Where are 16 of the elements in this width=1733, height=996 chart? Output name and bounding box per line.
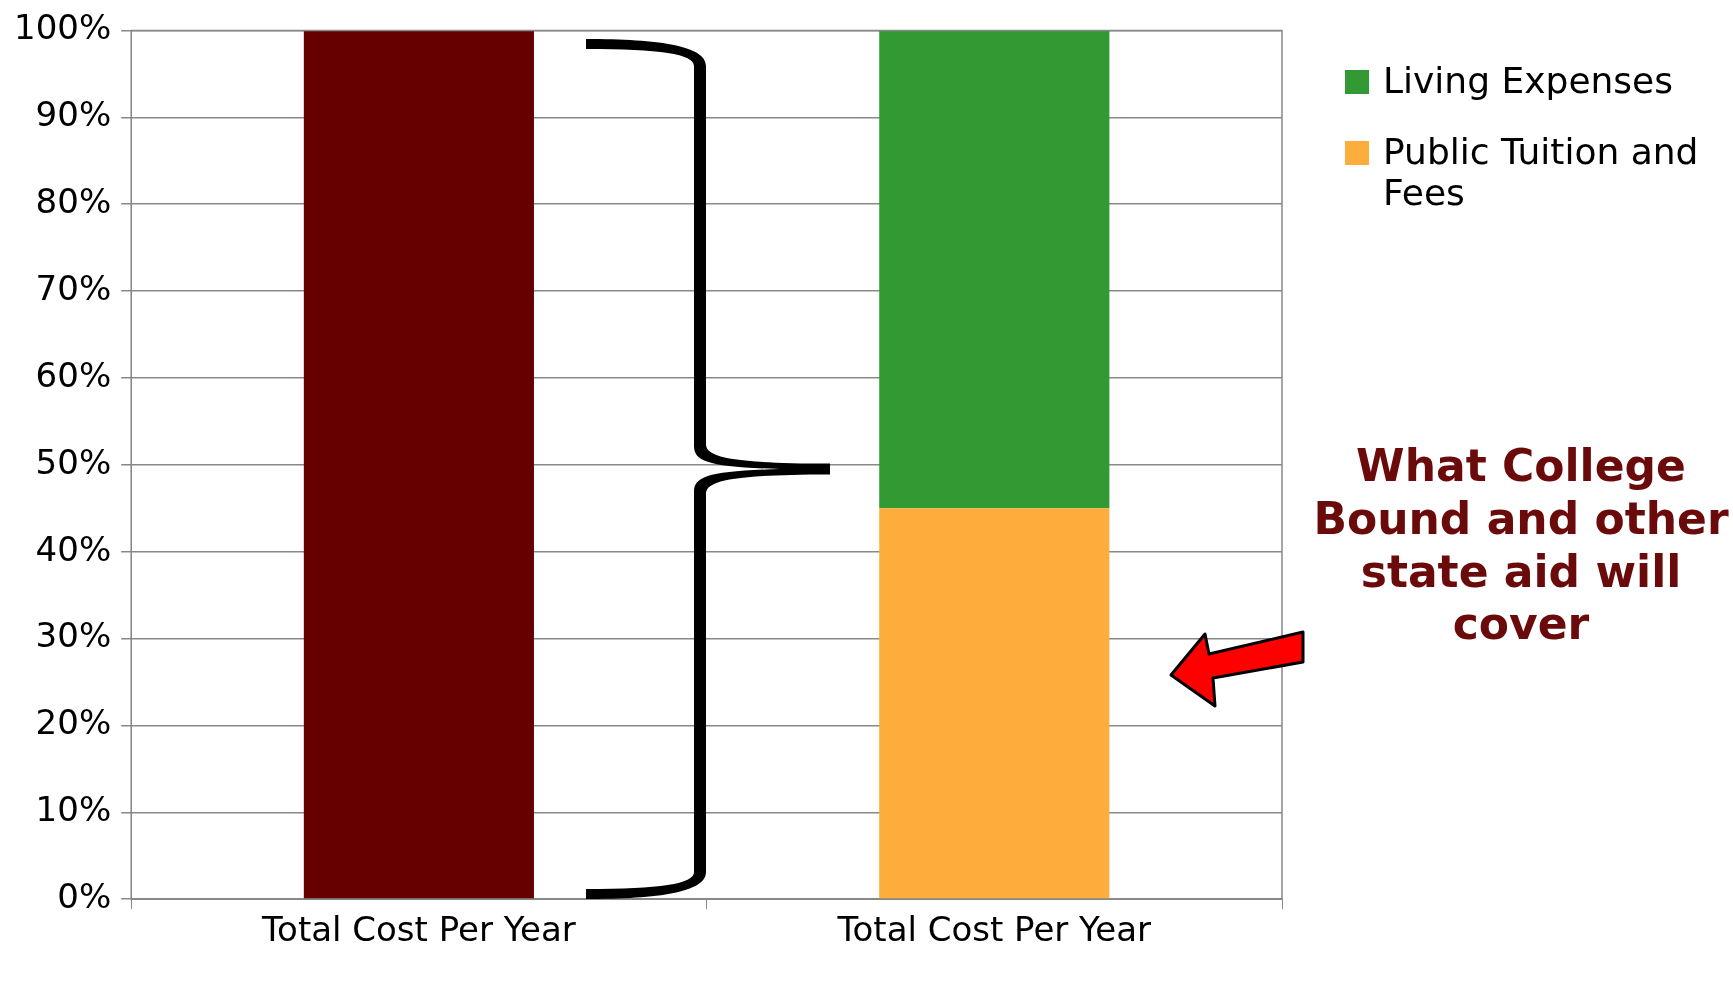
y-tick-label: 70%: [35, 267, 112, 308]
x-tick-label: Total Cost Per Year: [836, 909, 1152, 950]
y-tick-label: 40%: [35, 528, 112, 569]
y-tick-label: 0%: [57, 876, 112, 917]
text: What College Bound and other state aid will cover: [1312, 440, 1730, 652]
y-tick-label: 100%: [14, 7, 112, 48]
legend-label: Living Expenses: [1383, 60, 1674, 101]
y-tick-label: 80%: [35, 180, 112, 221]
y-tick-label: 10%: [35, 789, 112, 830]
y-tick-label: 50%: [35, 441, 112, 482]
y-tick-label: 20%: [35, 702, 112, 743]
y-tick-label: 60%: [35, 354, 112, 395]
y-tick-label: 30%: [35, 615, 112, 656]
y-tick-label: 90%: [35, 94, 112, 135]
x-tick-label: Total Cost Per Year: [261, 909, 576, 950]
legend-label: Public Tuition and Fees: [1383, 131, 1700, 213]
